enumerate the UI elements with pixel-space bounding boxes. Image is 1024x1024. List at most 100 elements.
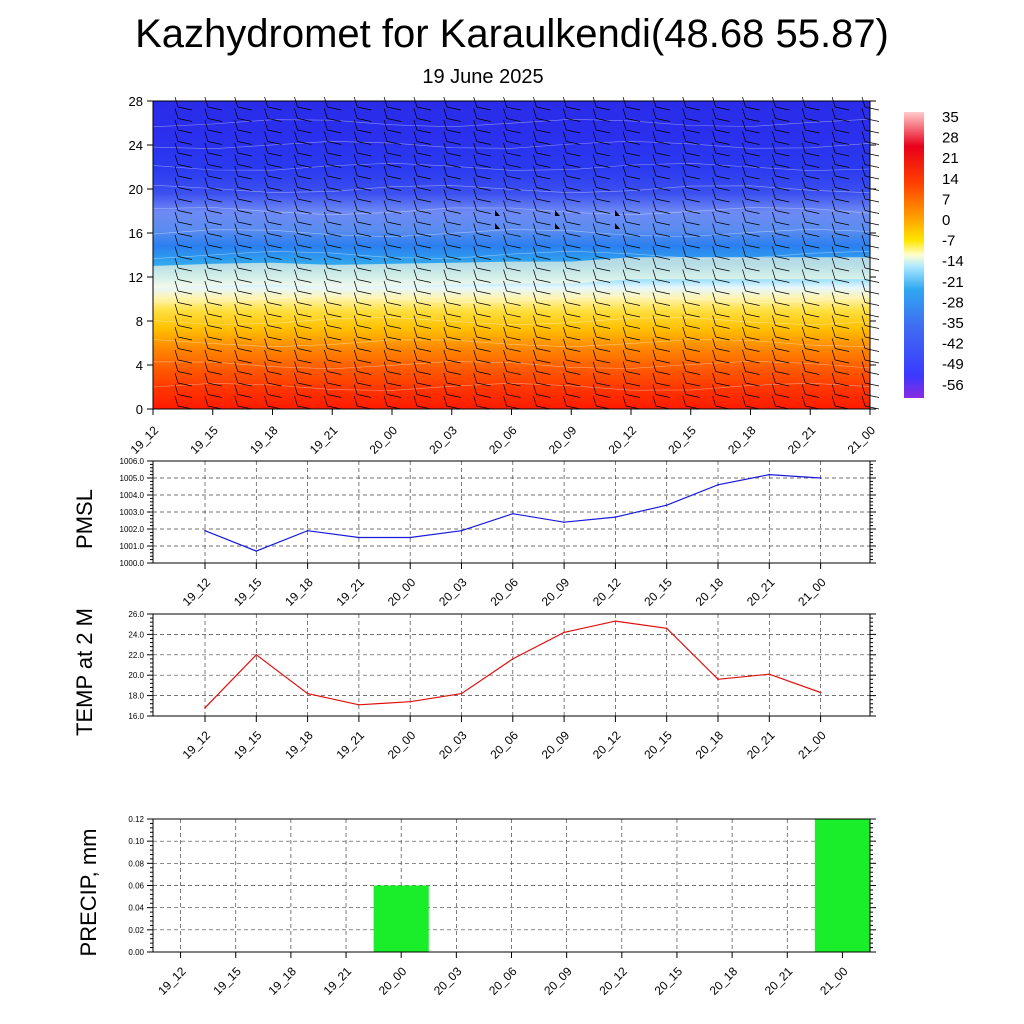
wind-barb [682, 257, 687, 269]
wind-barb-feather [446, 279, 461, 283]
wind-barb [742, 338, 746, 349]
wind-barb-feather [715, 359, 730, 364]
wind-barb-feather [446, 152, 461, 157]
wind-barb-feather [237, 256, 252, 260]
data-point [460, 529, 463, 532]
wind-barb [204, 303, 209, 315]
wind-barb [413, 269, 418, 280]
wind-barb-feather [416, 336, 432, 341]
wind-barb [383, 280, 388, 292]
wind-barb [652, 269, 657, 280]
wind-barb [562, 326, 567, 338]
wind-barb-feather [506, 175, 521, 180]
wind-barb-feather [835, 187, 850, 191]
wind-barb [353, 142, 358, 154]
wind-barb [801, 108, 806, 119]
wind-barb-feather [685, 187, 700, 191]
wind-barb [742, 246, 746, 257]
wind-barb [712, 338, 716, 349]
x-tick-label: 20_00 [376, 964, 410, 998]
wind-barb [324, 96, 328, 108]
wind-barb-feather [655, 336, 670, 341]
wind-barb [712, 315, 716, 326]
wind-barb [353, 349, 358, 361]
wind-barb [801, 303, 806, 315]
wind-barb-feather [805, 348, 820, 352]
wind-barb [772, 177, 776, 188]
wind-barb-feather [835, 290, 850, 295]
wind-barb-feather [357, 187, 372, 191]
wind-barb [592, 269, 597, 280]
wind-barb-feather [476, 394, 491, 398]
wind-barb [324, 188, 328, 200]
wind-barb [204, 246, 209, 257]
wind-barb-feather [387, 187, 402, 191]
data-point [204, 707, 206, 709]
wind-barb [831, 154, 836, 165]
wind-barb [801, 234, 806, 246]
wind-barb [562, 223, 567, 234]
wind-barb-feather [685, 348, 700, 352]
y-axis-label: PRECIP, mm [76, 829, 101, 957]
wind-barb-feather [596, 336, 611, 341]
wind-barb-feather [237, 164, 252, 168]
wind-barb [533, 96, 537, 108]
wind-barb [264, 292, 268, 303]
wind-barb [503, 177, 507, 188]
wind-pennant [495, 210, 500, 216]
wind-barb [473, 395, 478, 407]
wind-barb [234, 211, 239, 223]
wind-barb [533, 119, 537, 131]
wind-barb [413, 338, 418, 349]
wind-barb [234, 269, 239, 280]
wind-barb [861, 223, 866, 234]
wind-barb-feather [207, 267, 222, 272]
wind-barb-feather [416, 359, 432, 364]
wind-barb-feather [655, 152, 670, 157]
wind-barb [383, 177, 388, 188]
wind-barb [652, 211, 657, 223]
wind-barb [622, 326, 627, 338]
wind-barb [712, 165, 716, 177]
wind-barb [861, 154, 866, 165]
wind-barb-feather [745, 118, 760, 122]
wind-barb-feather [685, 198, 700, 203]
wind-barb-feather [715, 290, 730, 295]
wind-barb-feather [536, 118, 551, 122]
wind-barb [234, 395, 239, 407]
wind-barb-feather [446, 405, 461, 410]
wind-barb-feather [566, 405, 581, 410]
wind-barb [353, 165, 358, 177]
wind-barb [264, 131, 268, 142]
wind-barb [503, 361, 507, 372]
wind-barb [174, 372, 179, 384]
wind-barb [861, 131, 866, 142]
wind-barb-feather [625, 279, 641, 283]
wind-barb-feather [835, 359, 850, 364]
wind-barb-feather [715, 210, 730, 214]
wind-barb [294, 165, 298, 177]
wind-barb [533, 280, 537, 292]
wind-barb [533, 395, 537, 407]
temperature-field [153, 101, 870, 409]
wind-barb-feather [715, 267, 730, 272]
wind-barb-feather [805, 290, 820, 295]
wind-barb [353, 303, 358, 315]
wind-barb [562, 200, 567, 211]
wind-barb-feather [476, 279, 491, 283]
wind-barb [353, 246, 358, 257]
wind-barb [383, 142, 388, 154]
wind-barb-feather [387, 244, 402, 249]
wind-barb [652, 280, 657, 292]
wind-barb [652, 177, 657, 188]
wind-barb-feather [357, 348, 372, 352]
data-point [665, 504, 668, 507]
wind-barb-feather [177, 325, 193, 329]
wind-barb-feather [685, 336, 700, 341]
wind-barb [503, 269, 507, 280]
wind-barb [473, 349, 478, 361]
wind-barb [533, 315, 537, 326]
wind-barb-feather [207, 164, 222, 168]
wind-barb-feather [745, 371, 760, 375]
wind-barb [473, 154, 478, 165]
